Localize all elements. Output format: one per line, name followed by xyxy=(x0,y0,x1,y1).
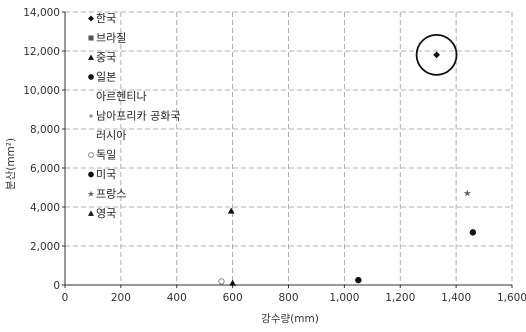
x-axis-title: 강수량(mm) xyxy=(261,313,319,325)
legend-marker xyxy=(88,15,94,22)
legend-label: 브라질 xyxy=(96,32,126,45)
data-point xyxy=(218,278,225,285)
legend-label: 중국 xyxy=(96,51,116,64)
legend-marker xyxy=(87,190,95,197)
legend-marker xyxy=(88,54,94,60)
data-point xyxy=(229,279,237,286)
y-axis-title: 분산(mm²) xyxy=(5,138,17,190)
highlight-circle xyxy=(415,34,458,76)
y-tick-label: 4,000 xyxy=(30,202,60,214)
data-point xyxy=(227,207,235,214)
x-tick-label: 1,600 xyxy=(497,292,526,304)
legend-marker xyxy=(88,152,94,158)
y-tick-label: 12,000 xyxy=(23,46,60,58)
x-tick-label: 1,200 xyxy=(385,292,415,304)
x-tick-label: 200 xyxy=(111,292,131,304)
data-point xyxy=(463,189,471,197)
legend-marker xyxy=(88,210,94,216)
legend-item: 독일 xyxy=(88,148,116,162)
legend-marker xyxy=(88,35,94,41)
legend-label: 남아프리카 공화국 xyxy=(96,110,180,123)
data-point xyxy=(469,229,477,236)
x-tick-label: 1,400 xyxy=(441,292,471,304)
legend-label: 러시아 xyxy=(96,129,126,142)
legend-marker xyxy=(88,171,94,178)
x-tick-label: 600 xyxy=(223,292,243,304)
x-tick-label: 0 xyxy=(62,292,69,304)
legend-item: 브라질 xyxy=(88,32,126,45)
legend-item: 중국 xyxy=(88,51,116,64)
legend-item: 영국 xyxy=(88,207,116,220)
data-point xyxy=(433,51,440,59)
legend-label: 일본 xyxy=(96,70,116,84)
legend-label: 한국 xyxy=(96,12,116,25)
grid-lines xyxy=(65,11,513,285)
y-tick-label: 8,000 xyxy=(30,124,60,136)
y-tick-label: 10,000 xyxy=(23,85,60,97)
legend-label: 독일 xyxy=(96,148,116,162)
legend-item: 아르헨티나 xyxy=(96,90,147,103)
y-tick-label: 6,000 xyxy=(30,163,60,175)
legend-marker xyxy=(89,114,93,118)
y-tick-label: 2,000 xyxy=(30,241,60,253)
legend-item: 한국 xyxy=(88,12,116,25)
legend-label: 프랑스 xyxy=(96,188,126,201)
legend-label: 아르헨티나 xyxy=(96,90,147,103)
legend-item: 프랑스 xyxy=(87,188,126,201)
data-points xyxy=(218,34,477,286)
legend-label: 영국 xyxy=(96,207,116,220)
legend-item: 일본 xyxy=(88,70,116,84)
x-tick-label: 1,000 xyxy=(329,292,359,304)
legend-label: 미국 xyxy=(96,168,116,181)
legend-item: 미국 xyxy=(88,168,116,181)
tick-labels: 0 200 400 600 800 1,000 1,200 1,400 1,600 0 2,000 4… xyxy=(23,7,526,304)
y-tick-label: 0 xyxy=(53,280,60,292)
axes xyxy=(62,11,513,288)
x-tick-label: 400 xyxy=(167,292,187,304)
data-point xyxy=(355,276,362,284)
x-tick-label: 800 xyxy=(278,292,298,304)
legend-item: 남아프리카 공화국 xyxy=(89,110,180,123)
legend-item: 러시아 xyxy=(96,129,126,142)
y-tick-label: 14,000 xyxy=(23,7,60,19)
legend-marker xyxy=(88,74,94,80)
